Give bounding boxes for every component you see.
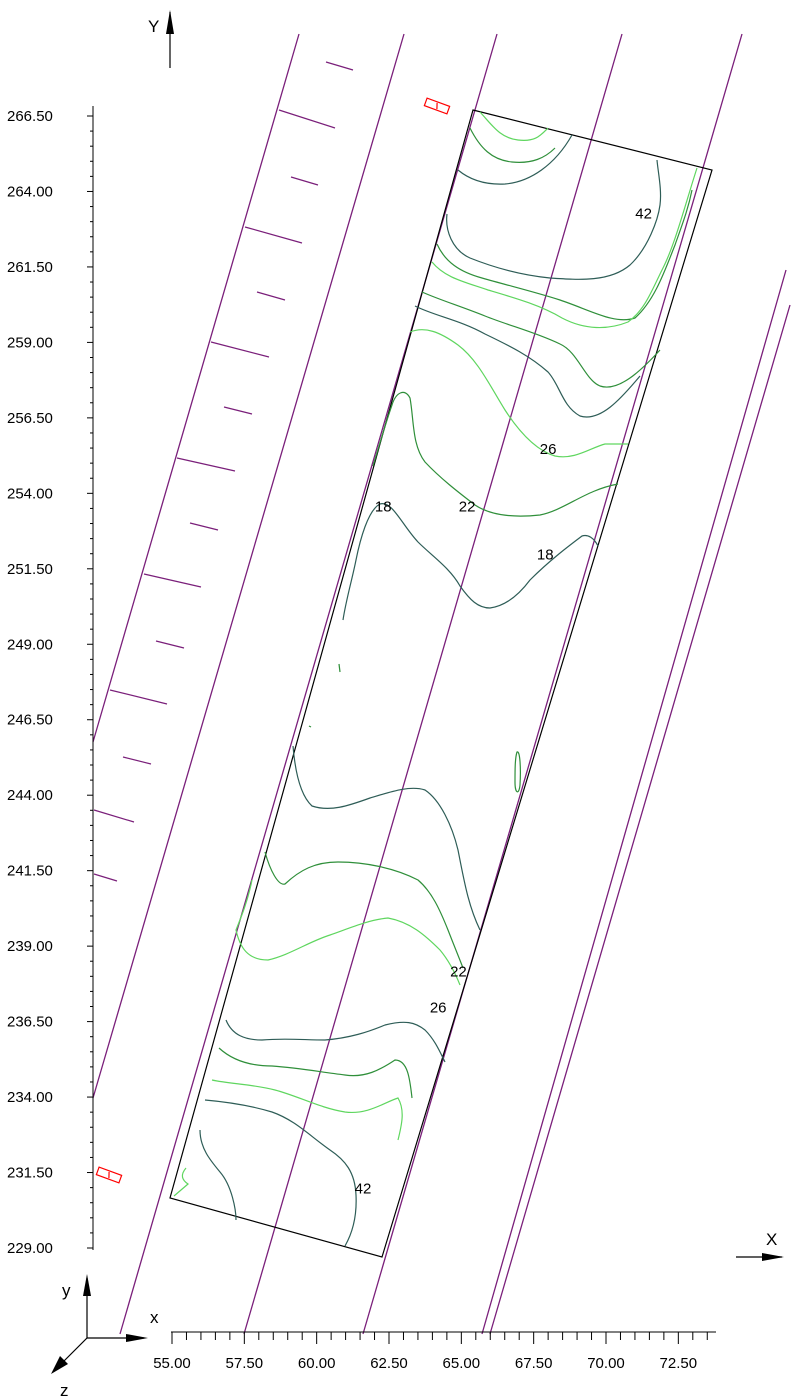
contour-line xyxy=(436,189,693,321)
contour-line xyxy=(338,663,341,673)
y-tick-label: 259.00 xyxy=(7,334,53,351)
contour-value-label: 22 xyxy=(459,498,476,515)
contour-line xyxy=(372,391,619,517)
y-tick-label: 254.00 xyxy=(7,485,53,502)
station-ticks xyxy=(93,61,354,882)
contour-line xyxy=(421,291,661,388)
survey-boundary xyxy=(169,109,713,1258)
contour-labels: 42 26 18 22 18 22 26 42 xyxy=(355,206,652,1198)
y-tick-label: 244.00 xyxy=(7,787,53,804)
road-line-7 xyxy=(489,304,791,1335)
station-tick xyxy=(109,689,168,705)
y-tick-label: 256.50 xyxy=(7,410,53,427)
y-tick-label: 251.50 xyxy=(7,561,53,578)
contour-line xyxy=(409,329,628,458)
y-axis-arrow xyxy=(166,10,174,68)
y-tick-label: 239.00 xyxy=(7,938,53,955)
x-axis-name: X xyxy=(766,1230,777,1249)
y-axis: 266.50 264.00 261.50 259.00 256.50 254.00 251.… xyxy=(7,10,174,1257)
marker-top xyxy=(423,97,451,115)
road-line-2 xyxy=(92,33,405,1099)
contour-value-label: 42 xyxy=(355,1181,372,1198)
contour-value-label: 26 xyxy=(540,441,557,458)
contour-value-label: 22 xyxy=(450,963,467,980)
x-tick-labels: 55.00 57.50 60.00 62.50 65.00 67.50 70.00 72.50 xyxy=(153,1355,697,1372)
x-tick-label: 62.50 xyxy=(370,1355,408,1372)
contour-line xyxy=(225,1019,446,1063)
station-tick xyxy=(122,756,152,765)
triad-x-label: x xyxy=(150,1308,159,1327)
contour-lines xyxy=(173,111,698,1247)
triad-y-label: y xyxy=(62,1281,71,1300)
x-tick-label: 60.00 xyxy=(298,1355,336,1372)
contour-value-label: 26 xyxy=(430,1000,447,1017)
contour-value-label: 18 xyxy=(375,498,392,515)
orientation-triad: y x z xyxy=(51,1274,159,1399)
x-tick-label: 72.50 xyxy=(660,1355,698,1372)
station-tick xyxy=(93,809,135,823)
contour-line xyxy=(211,1079,403,1141)
station-tick xyxy=(223,406,253,415)
contour-line xyxy=(469,127,556,163)
station-tick xyxy=(189,522,219,531)
station-tick xyxy=(278,109,336,129)
station-tick xyxy=(244,226,303,244)
y-tick-label: 264.00 xyxy=(7,183,53,200)
y-tick-label: 241.50 xyxy=(7,863,53,880)
station-tick xyxy=(93,873,118,882)
station-tick xyxy=(256,291,286,301)
road-lines xyxy=(92,33,791,1335)
contour-line xyxy=(218,1047,413,1099)
contour-line xyxy=(204,1099,357,1247)
contour-value-label: 42 xyxy=(635,206,652,223)
contour-value-label: 18 xyxy=(537,547,554,564)
station-tick xyxy=(143,573,202,588)
y-tick-label: 261.50 xyxy=(7,259,53,276)
x-tick-label: 70.00 xyxy=(587,1355,625,1372)
road-line-4 xyxy=(243,33,623,1335)
x-axis: 55.00 57.50 60.00 62.50 65.00 67.50 70.00 72.50… xyxy=(153,1230,784,1372)
x-minor-ticks xyxy=(171,1332,708,1344)
x-tick-label: 67.50 xyxy=(515,1355,553,1372)
contour-line xyxy=(479,111,549,141)
contour-line xyxy=(431,167,698,329)
y-tick-labels: 266.50 264.00 261.50 259.00 256.50 254.00 251.… xyxy=(7,108,53,1257)
y-tick-label: 246.50 xyxy=(7,712,53,729)
x-tick-label: 65.00 xyxy=(443,1355,481,1372)
y-tick-label: 229.00 xyxy=(7,1240,53,1257)
contour-line xyxy=(457,134,573,185)
contour-line xyxy=(446,159,662,280)
marker-bottom xyxy=(95,1166,123,1184)
station-tick xyxy=(210,341,270,358)
red-markers xyxy=(95,97,451,1184)
y-axis-name: Y xyxy=(148,17,159,36)
triad-z-label: z xyxy=(60,1381,69,1399)
station-tick xyxy=(325,61,354,71)
y-tick-label: 234.00 xyxy=(7,1089,53,1106)
contour-line xyxy=(308,725,312,728)
y-tick-label: 236.50 xyxy=(7,1014,53,1031)
y-tick-label: 231.50 xyxy=(7,1165,53,1182)
contour-line xyxy=(342,503,599,621)
x-tick-label: 57.50 xyxy=(226,1355,264,1372)
contour-line xyxy=(264,851,464,969)
station-tick xyxy=(155,640,185,649)
road-line-6 xyxy=(481,269,787,1335)
road-line-1 xyxy=(92,33,300,743)
contour-line xyxy=(235,879,461,986)
station-tick xyxy=(290,176,319,186)
contour-line xyxy=(514,751,521,793)
contour-line xyxy=(292,745,481,931)
y-minor-ticks xyxy=(87,115,93,1249)
contour-line xyxy=(199,1129,237,1221)
contour-line xyxy=(414,305,641,418)
contour-line xyxy=(173,1167,189,1197)
y-tick-label: 249.00 xyxy=(7,636,53,653)
station-tick xyxy=(176,457,236,472)
x-axis-arrow xyxy=(736,1253,784,1261)
road-line-5 xyxy=(362,33,743,1335)
x-tick-label: 55.00 xyxy=(153,1355,191,1372)
y-tick-label: 266.50 xyxy=(7,108,53,125)
